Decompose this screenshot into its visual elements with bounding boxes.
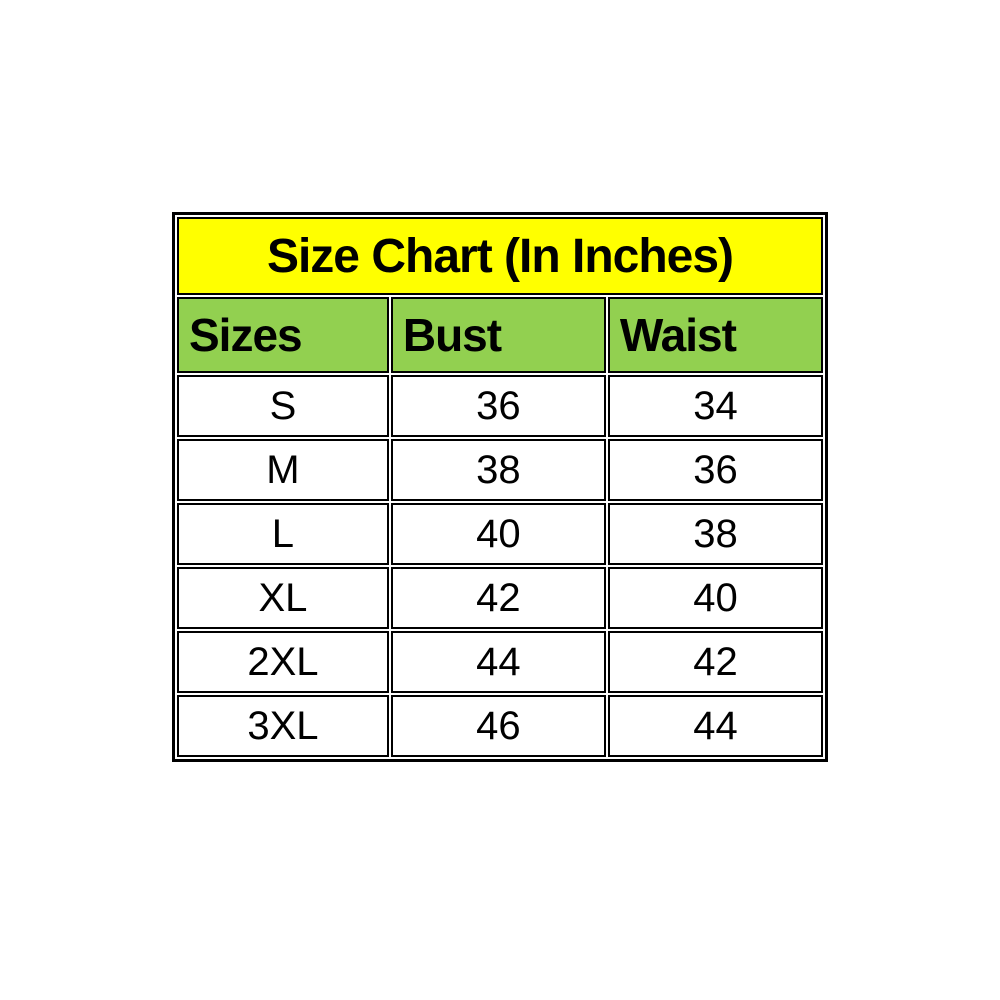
waist-cell: 38 — [607, 503, 823, 565]
size-cell: XL — [177, 567, 389, 629]
bust-cell: 40 — [390, 503, 606, 565]
waist-cell: 34 — [607, 375, 823, 437]
table-row: 2XL 44 42 — [177, 631, 823, 693]
table-row: L 40 38 — [177, 503, 823, 565]
size-cell: 2XL — [177, 631, 389, 693]
column-header-waist: Waist — [607, 297, 823, 373]
waist-cell: 36 — [607, 439, 823, 501]
size-chart: Size Chart (In Inches) Sizes Bust Waist … — [172, 212, 828, 762]
table-row: 3XL 46 44 — [177, 695, 823, 757]
bust-cell: 44 — [390, 631, 606, 693]
bust-cell: 36 — [390, 375, 606, 437]
size-cell: S — [177, 375, 389, 437]
title-row: Size Chart (In Inches) — [177, 217, 823, 295]
waist-cell: 40 — [607, 567, 823, 629]
table-row: S 36 34 — [177, 375, 823, 437]
table-row: M 38 36 — [177, 439, 823, 501]
table-row: XL 42 40 — [177, 567, 823, 629]
size-chart-title: Size Chart (In Inches) — [177, 217, 823, 295]
column-header-sizes: Sizes — [177, 297, 389, 373]
header-row: Sizes Bust Waist — [177, 297, 823, 373]
size-cell: L — [177, 503, 389, 565]
size-cell: 3XL — [177, 695, 389, 757]
size-cell: M — [177, 439, 389, 501]
waist-cell: 42 — [607, 631, 823, 693]
bust-cell: 46 — [390, 695, 606, 757]
bust-cell: 42 — [390, 567, 606, 629]
size-chart-table: Size Chart (In Inches) Sizes Bust Waist … — [172, 212, 828, 762]
column-header-bust: Bust — [390, 297, 606, 373]
waist-cell: 44 — [607, 695, 823, 757]
bust-cell: 38 — [390, 439, 606, 501]
